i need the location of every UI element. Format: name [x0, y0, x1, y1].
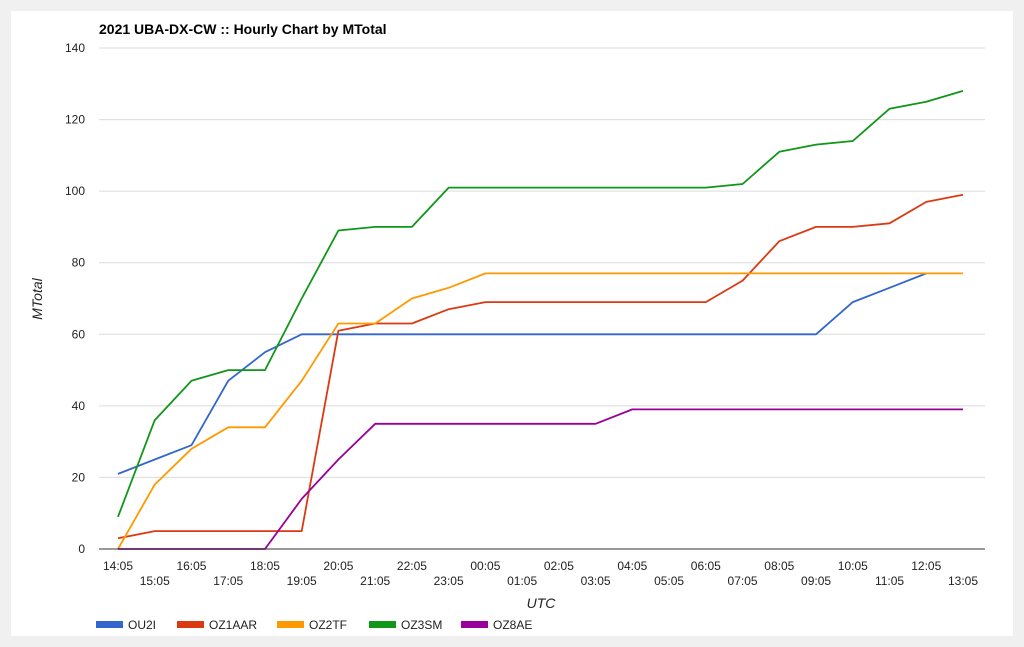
x-tick-label: 18:05 [250, 559, 280, 573]
series-lines [117, 90, 964, 550]
x-tick-label: 22:05 [397, 559, 427, 573]
y-tick-label: 20 [72, 470, 86, 484]
legend-swatch [177, 621, 204, 628]
series-line-ou2i[interactable] [117, 272, 927, 475]
y-tick-label: 80 [72, 256, 86, 270]
x-tick-label: 15:05 [140, 574, 170, 588]
legend-swatch [96, 621, 123, 628]
x-tick-label: 04:05 [617, 559, 647, 573]
x-tick-label: 20:05 [323, 559, 353, 573]
chart-title: 2021 UBA-DX-CW :: Hourly Chart by MTotal [99, 21, 387, 37]
series-line-oz8ae[interactable] [118, 408, 963, 550]
x-tick-label: 12:05 [911, 559, 941, 573]
x-tick-label: 14:05 [103, 559, 133, 573]
series-line-oz3sm[interactable] [117, 90, 964, 518]
x-tick-label: 07:05 [728, 574, 758, 588]
x-tick-labels: 14:05 15:05 16:05 17:05 18:05 19:05 20:05 21:05… [103, 559, 978, 588]
series-line-oz1aar[interactable] [117, 193, 964, 540]
x-tick-label: 02:05 [544, 559, 574, 573]
y-tick-label: 100 [65, 184, 85, 198]
y-tick-label: 60 [72, 327, 86, 341]
x-tick-label: 19:05 [287, 574, 317, 588]
y-tick-label: 0 [78, 542, 85, 556]
x-tick-label: 08:05 [764, 559, 794, 573]
x-tick-label: 09:05 [801, 574, 831, 588]
legend-label[interactable]: OZ2TF [309, 618, 347, 632]
x-tick-label: 05:05 [654, 574, 684, 588]
series-line-oz2tf[interactable] [117, 272, 963, 550]
legend-label[interactable]: OZ8AE [493, 618, 532, 632]
x-tick-label: 03:05 [581, 574, 611, 588]
legend-label[interactable]: OZ1AAR [209, 618, 257, 632]
legend-label[interactable]: OZ3SM [401, 618, 442, 632]
x-tick-label: 01:05 [507, 574, 537, 588]
x-tick-label: 21:05 [360, 574, 390, 588]
legend-swatch [461, 621, 488, 628]
grid-lines [99, 47, 985, 478]
legend-label[interactable]: OU2I [128, 618, 156, 632]
y-tick-label: 120 [65, 113, 85, 127]
x-tick-label: 00:05 [470, 559, 500, 573]
y-axis-title: MTotal [29, 277, 45, 319]
y-tick-label: 140 [65, 41, 85, 55]
x-tick-label: 17:05 [213, 574, 243, 588]
x-axis-title: UTC [527, 595, 557, 611]
x-tick-label: 11:05 [875, 574, 904, 588]
legend-swatch [369, 621, 396, 628]
y-tick-labels: 0 20 40 60 80 100 120 140 [65, 41, 85, 556]
x-tick-label: 16:05 [176, 559, 206, 573]
x-tick-label: 23:05 [434, 574, 464, 588]
legend[interactable]: OU2I OZ1AAR OZ2TF OZ3SM OZ8AE [96, 618, 532, 632]
y-tick-label: 40 [72, 399, 86, 413]
x-tick-label: 06:05 [691, 559, 721, 573]
x-tick-label: 13:05 [948, 574, 978, 588]
legend-swatch [277, 621, 304, 628]
x-tick-label: 10:05 [838, 559, 868, 573]
